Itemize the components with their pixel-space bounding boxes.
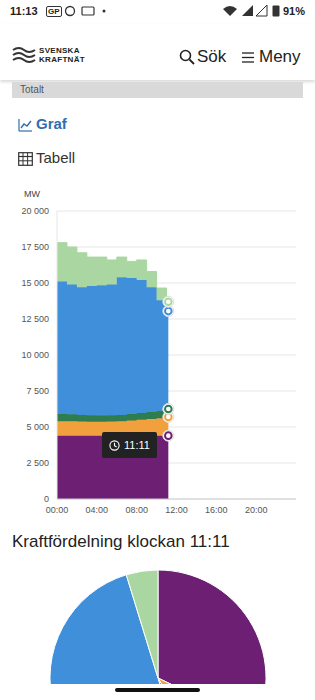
svg-text:15 000: 15 000 [21, 278, 49, 288]
html-text:Graf: Graf [36, 115, 67, 132]
html-text:GP: GP [48, 7, 60, 16]
svg-text:20 000: 20 000 [21, 206, 49, 216]
svg-text:04:00: 04:00 [86, 505, 109, 515]
svg-text:16:00: 16:00 [205, 505, 228, 515]
html-text:91%: 91% [283, 5, 305, 17]
svg-text:0: 0 [44, 494, 49, 504]
html-text:SVENSKA: SVENSKA [39, 46, 80, 55]
svg-text:00:00: 00:00 [46, 505, 69, 515]
html-text:KRAFTNÄT: KRAFTNÄT [39, 55, 85, 64]
svg-text:10 000: 10 000 [21, 350, 49, 360]
svg-text:2 500: 2 500 [26, 458, 49, 468]
svg-text:5 000: 5 000 [26, 422, 49, 432]
html-text:Tabell: Tabell [36, 149, 76, 166]
html-text:11:11: 11:11 [124, 439, 150, 451]
svg-text:7 500: 7 500 [26, 386, 49, 396]
svg-text:20:00: 20:00 [245, 505, 268, 515]
svg-text:17 500: 17 500 [21, 242, 49, 252]
html-text:Kraftfördelning klockan 11:11: Kraftfördelning klockan 11:11 [12, 532, 230, 551]
html-text:MW: MW [24, 189, 40, 199]
html-text:11:13: 11:13 [10, 5, 38, 17]
html-text:Meny: Meny [259, 47, 301, 66]
svg-text:12:00: 12:00 [165, 505, 188, 515]
html-text:Totalt: Totalt [20, 84, 44, 95]
svg-text:12 500: 12 500 [21, 314, 49, 324]
html-text:Sök: Sök [197, 47, 227, 66]
svg-text:08:00: 08:00 [125, 505, 148, 515]
